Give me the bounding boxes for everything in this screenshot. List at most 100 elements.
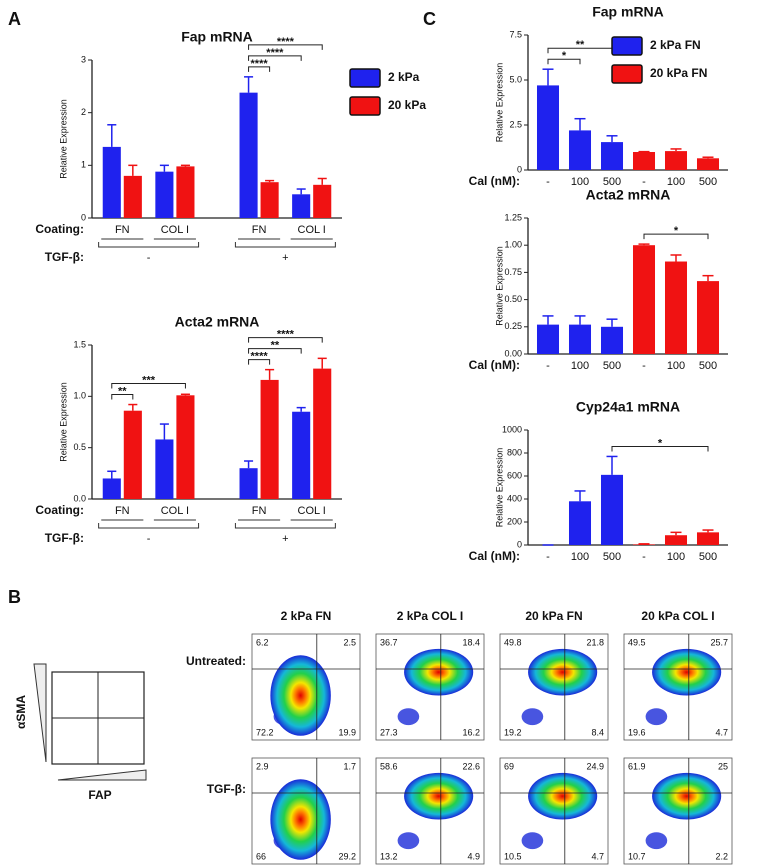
row-label: Cal (nM): bbox=[469, 549, 520, 563]
significance-label: *** bbox=[142, 374, 156, 386]
row-label: TGF-β: bbox=[45, 531, 84, 545]
density bbox=[404, 648, 474, 696]
row-label: Coating: bbox=[35, 503, 84, 517]
bar bbox=[123, 410, 142, 499]
group-bracket bbox=[234, 242, 336, 248]
y-tick-label: 1.00 bbox=[504, 240, 522, 250]
significance-label: **** bbox=[277, 36, 295, 48]
significance-label: ** bbox=[271, 340, 280, 352]
y-tick-label: 0.50 bbox=[504, 294, 522, 304]
x-tick-label: 500 bbox=[603, 551, 621, 563]
quadrant-value: 4.7 bbox=[591, 851, 604, 861]
bar bbox=[568, 501, 592, 545]
x-tick-label: COL I bbox=[161, 505, 189, 517]
row-label: TGF-β: bbox=[45, 250, 84, 264]
panel-letter: C bbox=[423, 9, 436, 29]
bar bbox=[102, 478, 121, 499]
quadrant-value: 29.2 bbox=[338, 851, 356, 861]
chart-title: Acta2 mRNA bbox=[175, 314, 260, 330]
bar bbox=[632, 544, 656, 545]
density bbox=[652, 772, 722, 820]
quadrant-value: 2.9 bbox=[256, 761, 269, 771]
quadrant-value: 10.5 bbox=[504, 851, 522, 861]
significance-bracket bbox=[111, 383, 186, 389]
significance-bracket bbox=[248, 55, 302, 61]
y-tick-label: 0 bbox=[81, 212, 86, 222]
quadrant-value: 22.6 bbox=[462, 761, 480, 771]
x-tick-label: FN bbox=[252, 505, 267, 517]
column-title: 20 kPa FN bbox=[525, 609, 582, 623]
bar bbox=[155, 171, 174, 218]
y-tick-label: 400 bbox=[507, 493, 522, 503]
y-tick-label: 1.25 bbox=[504, 212, 522, 222]
group-label: + bbox=[282, 533, 288, 545]
column-title: 2 kPa COL I bbox=[397, 609, 463, 623]
quadrant-value: 19.9 bbox=[338, 727, 356, 737]
significance-label: **** bbox=[251, 58, 269, 70]
significance-bracket bbox=[611, 445, 709, 452]
bar bbox=[123, 175, 142, 218]
flow-y-label: αSMA bbox=[14, 695, 28, 729]
row-label: Cal (nM): bbox=[469, 358, 520, 372]
bar bbox=[696, 158, 720, 170]
bar bbox=[568, 324, 592, 354]
quadrant-value: 10.7 bbox=[628, 851, 646, 861]
row-label: Coating: bbox=[35, 222, 84, 236]
significance-label: **** bbox=[266, 47, 284, 59]
flow-plot: 61.9 25 10.7 2.2 bbox=[623, 757, 733, 865]
density bbox=[404, 772, 474, 820]
legend-swatch bbox=[349, 96, 381, 116]
significance-label: * bbox=[562, 50, 567, 62]
quadrant-value: 72.2 bbox=[256, 727, 274, 737]
flow-plot: 49.5 25.7 19.6 4.7 bbox=[623, 633, 733, 741]
bar bbox=[260, 182, 279, 218]
bar bbox=[664, 261, 688, 354]
y-axis-label: Relative Expression bbox=[58, 382, 68, 462]
significance-bracket bbox=[643, 233, 709, 240]
y-tick-label: 200 bbox=[507, 516, 522, 526]
bar bbox=[239, 92, 258, 218]
quadrant-value: 24.9 bbox=[586, 761, 604, 771]
chart-title: Cyp24a1 mRNA bbox=[576, 399, 680, 415]
legend-label: 20 kPa bbox=[388, 98, 426, 112]
y-axis-label: Relative Expression bbox=[58, 99, 68, 179]
quadrant-value: 49.8 bbox=[504, 637, 522, 647]
x-tick-label: FN bbox=[115, 505, 130, 517]
quadrant-value: 61.9 bbox=[628, 761, 646, 771]
chart-title: Fap mRNA bbox=[592, 4, 664, 20]
quadrant-value: 49.5 bbox=[628, 637, 646, 647]
x-tick-label: - bbox=[642, 176, 646, 188]
bar bbox=[600, 142, 624, 170]
bar bbox=[313, 184, 332, 218]
x-tick-label: - bbox=[642, 551, 646, 563]
x-tick-label: - bbox=[546, 551, 550, 563]
bar bbox=[664, 151, 688, 170]
x-tick-label: - bbox=[546, 360, 550, 372]
quadrant-value: 2.5 bbox=[343, 637, 356, 647]
flow-plot: 69 24.9 10.5 4.7 bbox=[499, 757, 609, 865]
column-title: 2 kPa FN bbox=[281, 609, 332, 623]
y-tick-label: 0 bbox=[517, 164, 522, 174]
significance-bracket bbox=[248, 359, 271, 365]
bar bbox=[600, 326, 624, 354]
plot-frame bbox=[251, 757, 361, 865]
density-tail bbox=[397, 708, 420, 726]
column-title: 20 kPa COL I bbox=[641, 609, 714, 623]
significance-label: ** bbox=[576, 39, 585, 51]
bar bbox=[102, 146, 121, 218]
plot-frame bbox=[251, 633, 361, 741]
legend-label: 2 kPa bbox=[388, 70, 420, 84]
significance-bracket bbox=[248, 348, 302, 354]
significance-label: **** bbox=[251, 351, 269, 363]
bar bbox=[313, 368, 332, 499]
bar bbox=[632, 245, 656, 354]
bar bbox=[664, 535, 688, 545]
bar bbox=[155, 439, 174, 499]
group-bracket bbox=[98, 523, 200, 529]
density bbox=[270, 655, 331, 736]
quadrant-value: 6.2 bbox=[256, 637, 269, 647]
y-tick-label: 800 bbox=[507, 447, 522, 457]
x-tick-label: 100 bbox=[667, 176, 685, 188]
y-tick-label: 1.5 bbox=[73, 339, 86, 349]
